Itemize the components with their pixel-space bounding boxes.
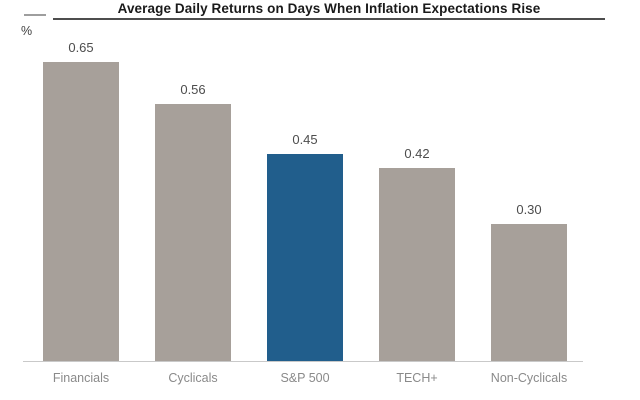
y-axis-top-dash xyxy=(24,14,46,16)
x-axis-category-label-tech: TECH+ xyxy=(396,371,438,385)
bar-value-label-cyclicals: 0.56 xyxy=(180,82,206,97)
bar-cyclicals xyxy=(155,104,231,361)
x-axis-line xyxy=(23,361,583,362)
bar-tech xyxy=(379,168,455,361)
title-underline xyxy=(53,18,605,20)
x-axis-category-label-s-p-500: S&P 500 xyxy=(280,371,330,385)
y-axis-unit-label: % xyxy=(21,24,33,38)
x-axis-category-label-non-cyclicals: Non-Cyclicals xyxy=(490,371,568,385)
bar-value-label-s-p-500: 0.45 xyxy=(292,132,318,147)
chart-title: Average Daily Returns on Days When Infla… xyxy=(117,1,541,16)
bar-value-label-non-cyclicals: 0.30 xyxy=(516,202,542,217)
x-axis-category-label-financials: Financials xyxy=(52,371,110,385)
bar-non-cyclicals xyxy=(491,224,567,361)
bar-s-p-500 xyxy=(267,154,343,361)
bar-value-label-financials: 0.65 xyxy=(68,40,94,55)
bar-value-label-tech: 0.42 xyxy=(404,146,430,161)
x-axis-category-label-cyclicals: Cyclicals xyxy=(168,371,218,385)
bar-financials xyxy=(43,62,119,361)
